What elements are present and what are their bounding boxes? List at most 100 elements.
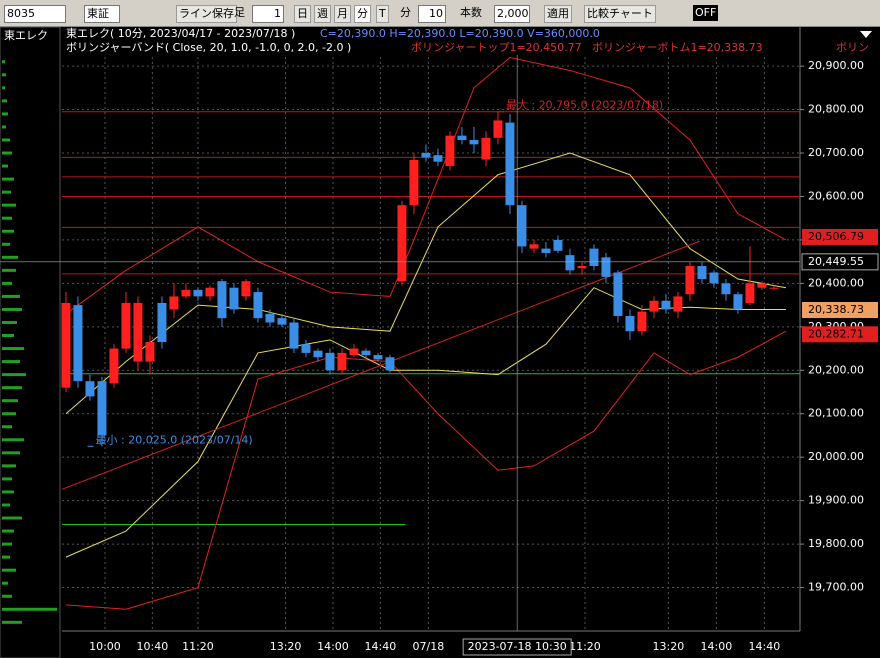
candle-body	[517, 205, 527, 247]
price-tag-label: 20,338.73	[808, 303, 864, 316]
menu-arrow[interactable]	[860, 31, 872, 38]
volume-bar	[2, 542, 12, 546]
x-tick-label: 13:20	[653, 640, 685, 653]
candle-body	[421, 153, 431, 158]
volume-bar	[2, 555, 10, 559]
x-tick-label: 14:40	[365, 640, 397, 653]
apply-button[interactable]: 適用	[544, 5, 572, 23]
candle-body	[169, 296, 179, 310]
volume-bar	[2, 412, 16, 416]
line-save-button[interactable]: ライン保存	[176, 5, 237, 23]
candle-body	[265, 313, 275, 323]
y-tick-label: 20,200.00	[808, 363, 864, 376]
month-button[interactable]: 月	[334, 5, 351, 23]
candle-body	[589, 248, 599, 266]
x-tick-label: 14:00	[701, 640, 733, 653]
candle-body	[769, 287, 779, 289]
candle-body	[85, 381, 95, 397]
candle-body	[349, 348, 359, 356]
unit-label: 分	[400, 6, 411, 19]
candle-body	[613, 272, 623, 316]
price-tag-label: 20,282.71	[808, 327, 864, 340]
candle-body	[145, 342, 155, 362]
x-tick-label: 10:40	[137, 640, 169, 653]
x-tick-label: 11:20	[182, 640, 214, 653]
volume-bar	[2, 503, 10, 507]
bollinger-band	[65, 56, 787, 315]
y-tick-label: 20,100.00	[808, 407, 864, 420]
bars-input[interactable]: 2,000	[494, 5, 530, 23]
x-tick-label: 13:20	[270, 640, 302, 653]
y-tick-label: 20,000.00	[808, 450, 864, 463]
min-note: 最小 : 20,025.0 (2023/07/14)	[96, 433, 253, 446]
band-top: ボリンジャートップ1=20,450.77	[411, 41, 582, 54]
candle-body	[385, 357, 395, 371]
band-bottom: ボリンジャーボトム1=20,338.73	[592, 41, 763, 54]
candle-body	[553, 239, 563, 251]
ohlcv: C=20,390.0 H=20,390.0 L=20,390.0 V=360,0…	[320, 27, 600, 40]
volume-bar	[2, 464, 16, 468]
candle-body	[409, 159, 419, 206]
candle-body	[757, 283, 767, 288]
panel-title: 東エレク	[4, 29, 48, 42]
bollinger-band	[65, 330, 787, 610]
candle-body	[505, 122, 515, 206]
week-button[interactable]: 週	[314, 5, 331, 23]
ashi-input[interactable]: 1	[252, 5, 284, 23]
candle-body	[433, 155, 443, 162]
bars-label: 本数	[460, 6, 482, 19]
y-tick-label: 19,700.00	[808, 581, 864, 594]
volume-bar	[2, 242, 10, 246]
band-more: ボリン	[836, 41, 869, 54]
tick-button[interactable]: T	[376, 5, 389, 23]
candle-body	[469, 139, 479, 145]
volume-bar	[2, 268, 16, 272]
volume-bar	[2, 281, 12, 285]
candle-body	[325, 352, 335, 371]
off-button[interactable]: OFF	[693, 5, 719, 21]
volume-bar	[2, 60, 5, 64]
candle-body	[673, 296, 683, 312]
candle-body	[745, 283, 755, 303]
cursor-x-label: 2023-07-18 10:30	[468, 640, 567, 653]
cursor-label: 20,449.55	[808, 255, 864, 268]
candle-body	[205, 287, 215, 297]
volume-bar	[2, 307, 22, 311]
volume-bar	[2, 320, 17, 324]
candle-body	[625, 315, 635, 332]
compare-button[interactable]: 比較チャート	[584, 5, 656, 23]
candle-body	[373, 355, 383, 360]
volume-bar	[2, 203, 16, 207]
volume-bar	[2, 112, 8, 116]
indicator: ボリンジャーバンド( Close, 20, 1.0, -1.0, 0, 2.0,…	[66, 41, 351, 54]
x-tick-label: 14:40	[749, 640, 781, 653]
candle-body	[337, 352, 347, 371]
volume-bar	[2, 86, 5, 90]
candle-body	[253, 292, 263, 319]
candle-body	[193, 289, 203, 297]
day-button[interactable]: 日	[294, 5, 311, 23]
volume-bar	[2, 294, 20, 298]
y-tick-label: 20,800.00	[808, 103, 864, 116]
max-note: 最大 : 20,795.0 (2023/07/18)	[506, 98, 663, 112]
candle-body	[637, 311, 647, 332]
candle-body	[133, 302, 143, 362]
candle-body	[217, 281, 227, 319]
candle-body	[493, 120, 503, 138]
volume-bar	[2, 529, 14, 533]
volume-bar	[2, 451, 20, 455]
interval-input[interactable]: 10	[418, 5, 446, 23]
candle-body	[481, 137, 491, 160]
minute-button[interactable]: 分	[354, 5, 371, 23]
volume-bar	[2, 581, 8, 585]
candle-body	[121, 302, 131, 349]
candle-body	[61, 302, 71, 388]
market-select[interactable]: 東証	[84, 5, 120, 23]
code-select[interactable]: 8035	[4, 5, 66, 23]
price-tag	[802, 301, 878, 318]
volume-bar	[2, 229, 14, 233]
candle-body	[277, 318, 287, 325]
volume-bar	[2, 360, 20, 364]
x-tick-label: 10:00	[89, 640, 121, 653]
